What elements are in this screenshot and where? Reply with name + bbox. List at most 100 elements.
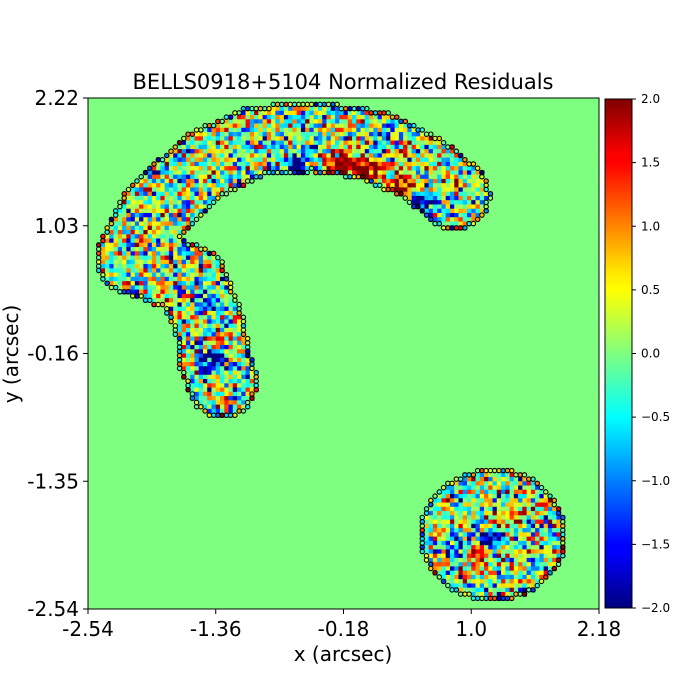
residual-pixel (445, 583, 451, 589)
residual-pixel (237, 379, 242, 384)
residual-pixel (232, 408, 238, 414)
residual-pixel (484, 506, 489, 512)
residual-pixel (530, 489, 536, 495)
residual-pixel (330, 102, 336, 107)
residual-pixel (501, 553, 506, 559)
mask-outline-marker (223, 276, 230, 282)
residual-pixel (134, 264, 140, 269)
residual-pixel (369, 110, 374, 116)
mask-outline-marker (227, 114, 234, 120)
residual-pixel (211, 362, 217, 367)
residual-pixel (475, 170, 481, 176)
residual-pixel (398, 153, 404, 159)
residual-pixel (479, 498, 485, 503)
residual-pixel (313, 153, 319, 159)
residual-pixel (241, 127, 246, 133)
residual-pixel (100, 272, 106, 278)
residual-pixel (394, 119, 400, 124)
residual-pixel (330, 161, 336, 167)
residual-pixel (173, 285, 178, 291)
residual-pixel (300, 127, 306, 133)
residual-pixel (552, 532, 557, 538)
residual-pixel (198, 400, 204, 405)
residual-pixel (296, 153, 302, 159)
residual-pixel (526, 498, 532, 503)
x-tick-label: -2.54 (62, 617, 114, 641)
residual-pixel (283, 153, 289, 159)
chart-title: BELLS0918+5104 Normalized Residuals (133, 70, 554, 94)
residual-pixel (126, 247, 131, 252)
residual-pixel (441, 549, 447, 555)
residual-pixel (109, 225, 114, 231)
residual-pixel (518, 566, 523, 572)
residual-pixel (126, 230, 131, 235)
residual-pixel (322, 110, 327, 116)
residual-pixel (475, 528, 481, 533)
residual-pixel (462, 579, 468, 584)
residual-pixel (207, 319, 212, 325)
residual-pixel (160, 302, 166, 308)
residual-pixel (505, 532, 510, 538)
residual-pixel (211, 315, 217, 320)
residual-pixel (505, 472, 510, 478)
residual-pixel (181, 362, 187, 367)
residual-pixel (181, 319, 187, 325)
residual-pixel (198, 132, 204, 137)
residual-pixel (232, 127, 238, 133)
residual-pixel (552, 523, 557, 529)
mask-outline-marker (393, 114, 400, 120)
residual-pixel (407, 183, 413, 188)
residual-pixel (509, 523, 515, 529)
residual-pixel (249, 115, 255, 120)
residual-pixel (305, 102, 310, 107)
residual-pixel (352, 170, 357, 176)
residual-pixel (194, 264, 200, 269)
residual-pixel (254, 119, 259, 124)
residual-pixel (492, 523, 498, 529)
residual-pixel (356, 140, 361, 146)
residual-pixel (530, 587, 536, 593)
residual-pixel (151, 161, 157, 167)
residual-pixel (279, 149, 285, 154)
residual-pixel (471, 549, 476, 555)
residual-pixel (505, 587, 510, 593)
residual-pixel (556, 511, 562, 516)
residual-pixel (177, 349, 183, 354)
residual-pixel (156, 268, 161, 273)
residual-pixel (126, 268, 131, 273)
residual-pixel (471, 519, 476, 525)
residual-pixel (211, 302, 217, 308)
residual-pixel (356, 174, 361, 180)
residual-pixel (215, 191, 221, 197)
residual-pixel (139, 264, 144, 269)
residual-pixel (105, 234, 110, 239)
residual-pixel (207, 140, 212, 146)
residual-pixel (292, 132, 298, 137)
residual-pixel (471, 557, 476, 563)
residual-pixel (492, 566, 498, 572)
residual-pixel (437, 174, 442, 180)
residual-pixel (420, 174, 425, 180)
residual-pixel (181, 255, 187, 261)
residual-pixel (415, 153, 421, 159)
residual-pixel (441, 494, 447, 499)
residual-pixel (156, 183, 161, 188)
residual-pixel (539, 557, 545, 563)
residual-pixel (164, 153, 170, 159)
residual-pixel (194, 370, 200, 376)
residual-pixel (343, 115, 349, 120)
residual-pixel (530, 553, 536, 559)
residual-pixel (432, 562, 438, 567)
residual-pixel (501, 596, 506, 601)
residual-pixel (462, 494, 468, 499)
residual-pixel (181, 149, 187, 154)
residual-pixel (339, 149, 344, 154)
residual-pixel (151, 238, 157, 244)
residual-pixel (445, 549, 451, 555)
residual-pixel (126, 251, 131, 256)
residual-pixel (441, 144, 447, 150)
residual-pixel (484, 515, 489, 520)
residual-pixel (535, 481, 540, 486)
residual-pixel (207, 332, 212, 337)
residual-pixel (347, 106, 353, 112)
